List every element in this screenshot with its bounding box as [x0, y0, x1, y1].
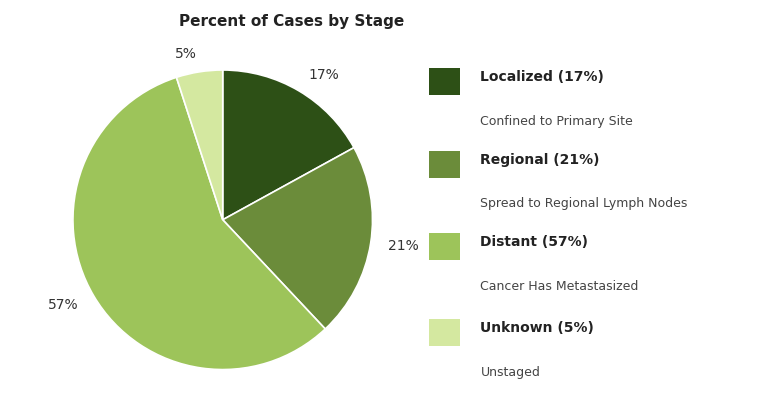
Text: 21%: 21%	[389, 239, 419, 253]
Text: Regional (21%): Regional (21%)	[481, 153, 600, 166]
Text: Cancer Has Metastasized: Cancer Has Metastasized	[481, 280, 639, 293]
Text: Confined to Primary Site: Confined to Primary Site	[481, 115, 633, 128]
Wedge shape	[177, 70, 223, 220]
Bar	[429, 151, 459, 177]
Text: Percent of Cases by Stage: Percent of Cases by Stage	[179, 14, 405, 29]
Bar	[429, 233, 459, 260]
Text: Spread to Regional Lymph Nodes: Spread to Regional Lymph Nodes	[481, 197, 688, 210]
Text: 5%: 5%	[174, 47, 197, 61]
Wedge shape	[73, 77, 326, 370]
Text: Unknown (5%): Unknown (5%)	[481, 321, 594, 335]
Text: Unstaged: Unstaged	[481, 365, 540, 379]
Wedge shape	[223, 148, 372, 329]
Text: Distant (57%): Distant (57%)	[481, 235, 588, 249]
Text: 17%: 17%	[308, 68, 339, 82]
Text: Localized (17%): Localized (17%)	[481, 70, 604, 84]
Bar	[429, 319, 459, 346]
Wedge shape	[223, 70, 354, 220]
Bar	[429, 68, 459, 95]
Text: 57%: 57%	[48, 298, 78, 312]
